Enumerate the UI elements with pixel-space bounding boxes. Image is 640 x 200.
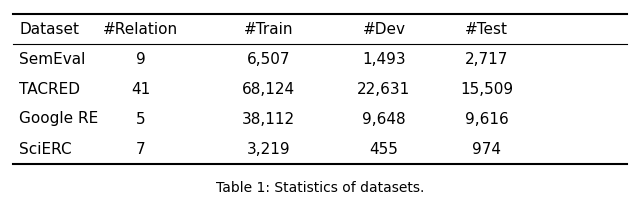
Text: SemEval: SemEval [19,51,86,66]
Text: 22,631: 22,631 [357,82,411,97]
Text: 41: 41 [131,82,150,97]
Text: 974: 974 [472,142,501,157]
Text: #Test: #Test [465,21,508,36]
Text: 15,509: 15,509 [460,82,513,97]
Text: 5: 5 [136,112,146,127]
Text: 9: 9 [136,51,146,66]
Text: 9,648: 9,648 [362,112,406,127]
Text: 7: 7 [136,142,146,157]
Text: Google RE: Google RE [19,112,99,127]
Text: 6,507: 6,507 [247,51,291,66]
Text: 9,616: 9,616 [465,112,508,127]
Text: Dataset: Dataset [19,21,79,36]
Text: 2,717: 2,717 [465,51,508,66]
Text: #Relation: #Relation [103,21,179,36]
Text: 38,112: 38,112 [242,112,296,127]
Text: 68,124: 68,124 [242,82,296,97]
Text: 455: 455 [369,142,399,157]
Text: TACRED: TACRED [19,82,80,97]
Text: 3,219: 3,219 [247,142,291,157]
Text: #Dev: #Dev [362,21,406,36]
Text: Table 1: Statistics of datasets.: Table 1: Statistics of datasets. [216,181,424,195]
Text: SciERC: SciERC [19,142,72,157]
Text: 1,493: 1,493 [362,51,406,66]
Text: #Train: #Train [244,21,294,36]
